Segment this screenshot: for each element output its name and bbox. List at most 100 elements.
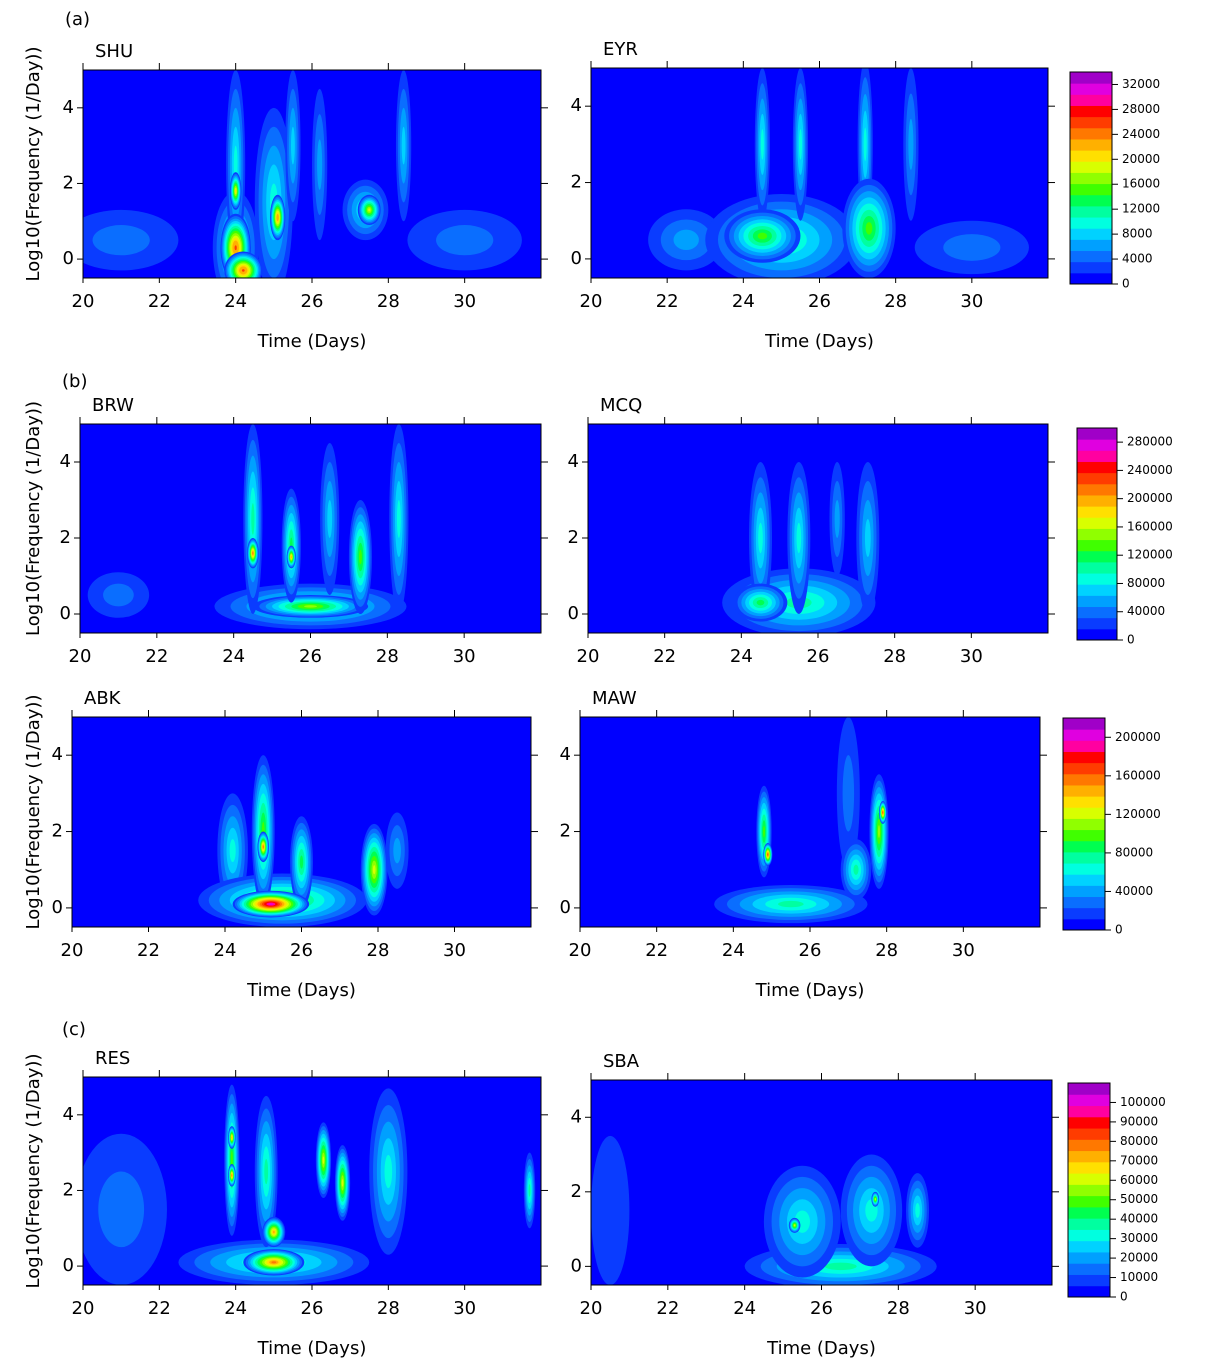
power-contour [234, 245, 237, 251]
colorbar: 0 10000 20000 30000 40000 50000 60000 70000 8000… [1067, 1082, 1166, 1304]
power-contour [943, 234, 1001, 261]
colorbar-band [1077, 561, 1117, 574]
y-axis-label: Log10(Frequency (1/Day)) [23, 47, 44, 282]
colorbar-band [1070, 205, 1112, 218]
heatmap [648, 68, 1029, 278]
panel-title: MCQ [600, 395, 642, 416]
heatmap [83, 70, 522, 278]
y-tick-label: 2 [571, 1181, 582, 1202]
colorbar-tick-label: 70000 [1120, 1153, 1158, 1167]
x-tick-label: 22 [653, 646, 676, 667]
colorbar-tick-label: 50000 [1120, 1192, 1158, 1206]
x-tick-label: 22 [656, 1298, 679, 1319]
power-contour [401, 126, 406, 165]
colorbar-tick-label: 0 [1127, 633, 1135, 647]
power-contour [251, 503, 255, 535]
colorbar-tick-label: 90000 [1120, 1114, 1158, 1128]
power-contour [824, 1262, 857, 1271]
x-tick-label: 26 [807, 646, 830, 667]
power-contour [882, 811, 884, 814]
x-tick-label: 26 [299, 646, 322, 667]
x-tick-label: 22 [137, 940, 160, 961]
colorbar-band [1070, 250, 1112, 263]
x-tick-label: 30 [453, 291, 476, 312]
x-tick-label: 24 [222, 646, 245, 667]
colorbar-band [1077, 517, 1117, 529]
colorbar-tick-label: 60000 [1120, 1173, 1158, 1187]
colorbar-band [1068, 1218, 1110, 1230]
power-contour [763, 825, 765, 838]
colorbar: 0 40000 80000 120000 160000 200000 240000 28000… [1076, 427, 1173, 647]
colorbar-band [1063, 718, 1105, 730]
power-contour [103, 583, 134, 607]
x-tick-label: 30 [960, 646, 983, 667]
x-tick-label: 20 [580, 1298, 603, 1319]
colorbar-band [1077, 461, 1117, 474]
y-axis-label: Log10(Frequency (1/Day)) [23, 695, 44, 930]
x-tick-label: 20 [580, 291, 603, 312]
y-tick-label: 0 [63, 248, 74, 269]
colorbar-band [1063, 818, 1105, 831]
power-contour [231, 1174, 233, 1177]
power-contour [758, 522, 763, 554]
colorbar-band [1077, 450, 1117, 462]
power-contour [915, 1203, 920, 1218]
power-contour [908, 118, 914, 170]
colorbar-band [1068, 1105, 1110, 1118]
panel-title: BRW [92, 395, 134, 416]
power-contour [98, 1171, 145, 1248]
x-tick-label: 22 [145, 646, 168, 667]
colorbar-band [1070, 183, 1112, 196]
colorbar-band [1077, 494, 1117, 507]
power-contour [291, 126, 295, 165]
colorbar-band [1068, 1285, 1110, 1298]
colorbar-band [1077, 428, 1117, 440]
colorbar-tick-label: 120000 [1115, 807, 1161, 821]
x-tick-label: 20 [69, 646, 92, 667]
x-axis-label: Time (Days) [257, 1338, 367, 1359]
colorbar-band [1068, 1161, 1110, 1174]
colorbar-band [1077, 595, 1117, 608]
colorbar-band [1068, 1116, 1110, 1129]
colorbar-band [1063, 907, 1105, 920]
power-contour [853, 864, 859, 875]
x-tick-label: 28 [377, 1298, 400, 1319]
colorbar-tick-label: 0 [1115, 923, 1123, 937]
colorbar-band [1068, 1240, 1110, 1253]
colorbar-tick-label: 80000 [1127, 576, 1165, 590]
colorbar-band [1068, 1150, 1110, 1163]
colorbar: 0 4000 8000 12000 16000 20000 24000 28000 32000 [1069, 71, 1160, 291]
colorbar-tick-label: 20000 [1120, 1251, 1158, 1265]
x-tick-label: 28 [377, 291, 400, 312]
x-tick-label: 30 [453, 646, 476, 667]
panel-title: SBA [603, 1051, 640, 1072]
colorbar-band [1068, 1195, 1110, 1208]
y-tick-label: 2 [560, 821, 571, 842]
colorbar-band [1068, 1206, 1110, 1219]
colorbar-band [1077, 606, 1117, 619]
colorbar-band [1063, 807, 1105, 819]
y-tick-label: 0 [571, 1255, 582, 1276]
x-tick-label: 26 [301, 291, 324, 312]
y-tick-label: 4 [63, 97, 74, 118]
power-contour [673, 229, 699, 250]
colorbar-band [1063, 863, 1105, 875]
colorbar-band [1063, 796, 1105, 808]
power-contour [272, 1230, 275, 1234]
colorbar-tick-label: 0 [1120, 1290, 1128, 1304]
heatmap [83, 1084, 536, 1285]
x-axis-label: Time (Days) [766, 1338, 876, 1359]
power-contour [591, 1135, 630, 1285]
y-tick-label: 4 [571, 95, 582, 116]
power-contour [874, 1198, 876, 1201]
colorbar-band [1077, 506, 1117, 518]
x-tick-label: 20 [61, 940, 84, 961]
colorbar-band [1063, 773, 1105, 786]
y-tick-label: 4 [60, 451, 71, 472]
x-tick-label: 28 [376, 646, 399, 667]
power-contour [231, 1136, 233, 1139]
